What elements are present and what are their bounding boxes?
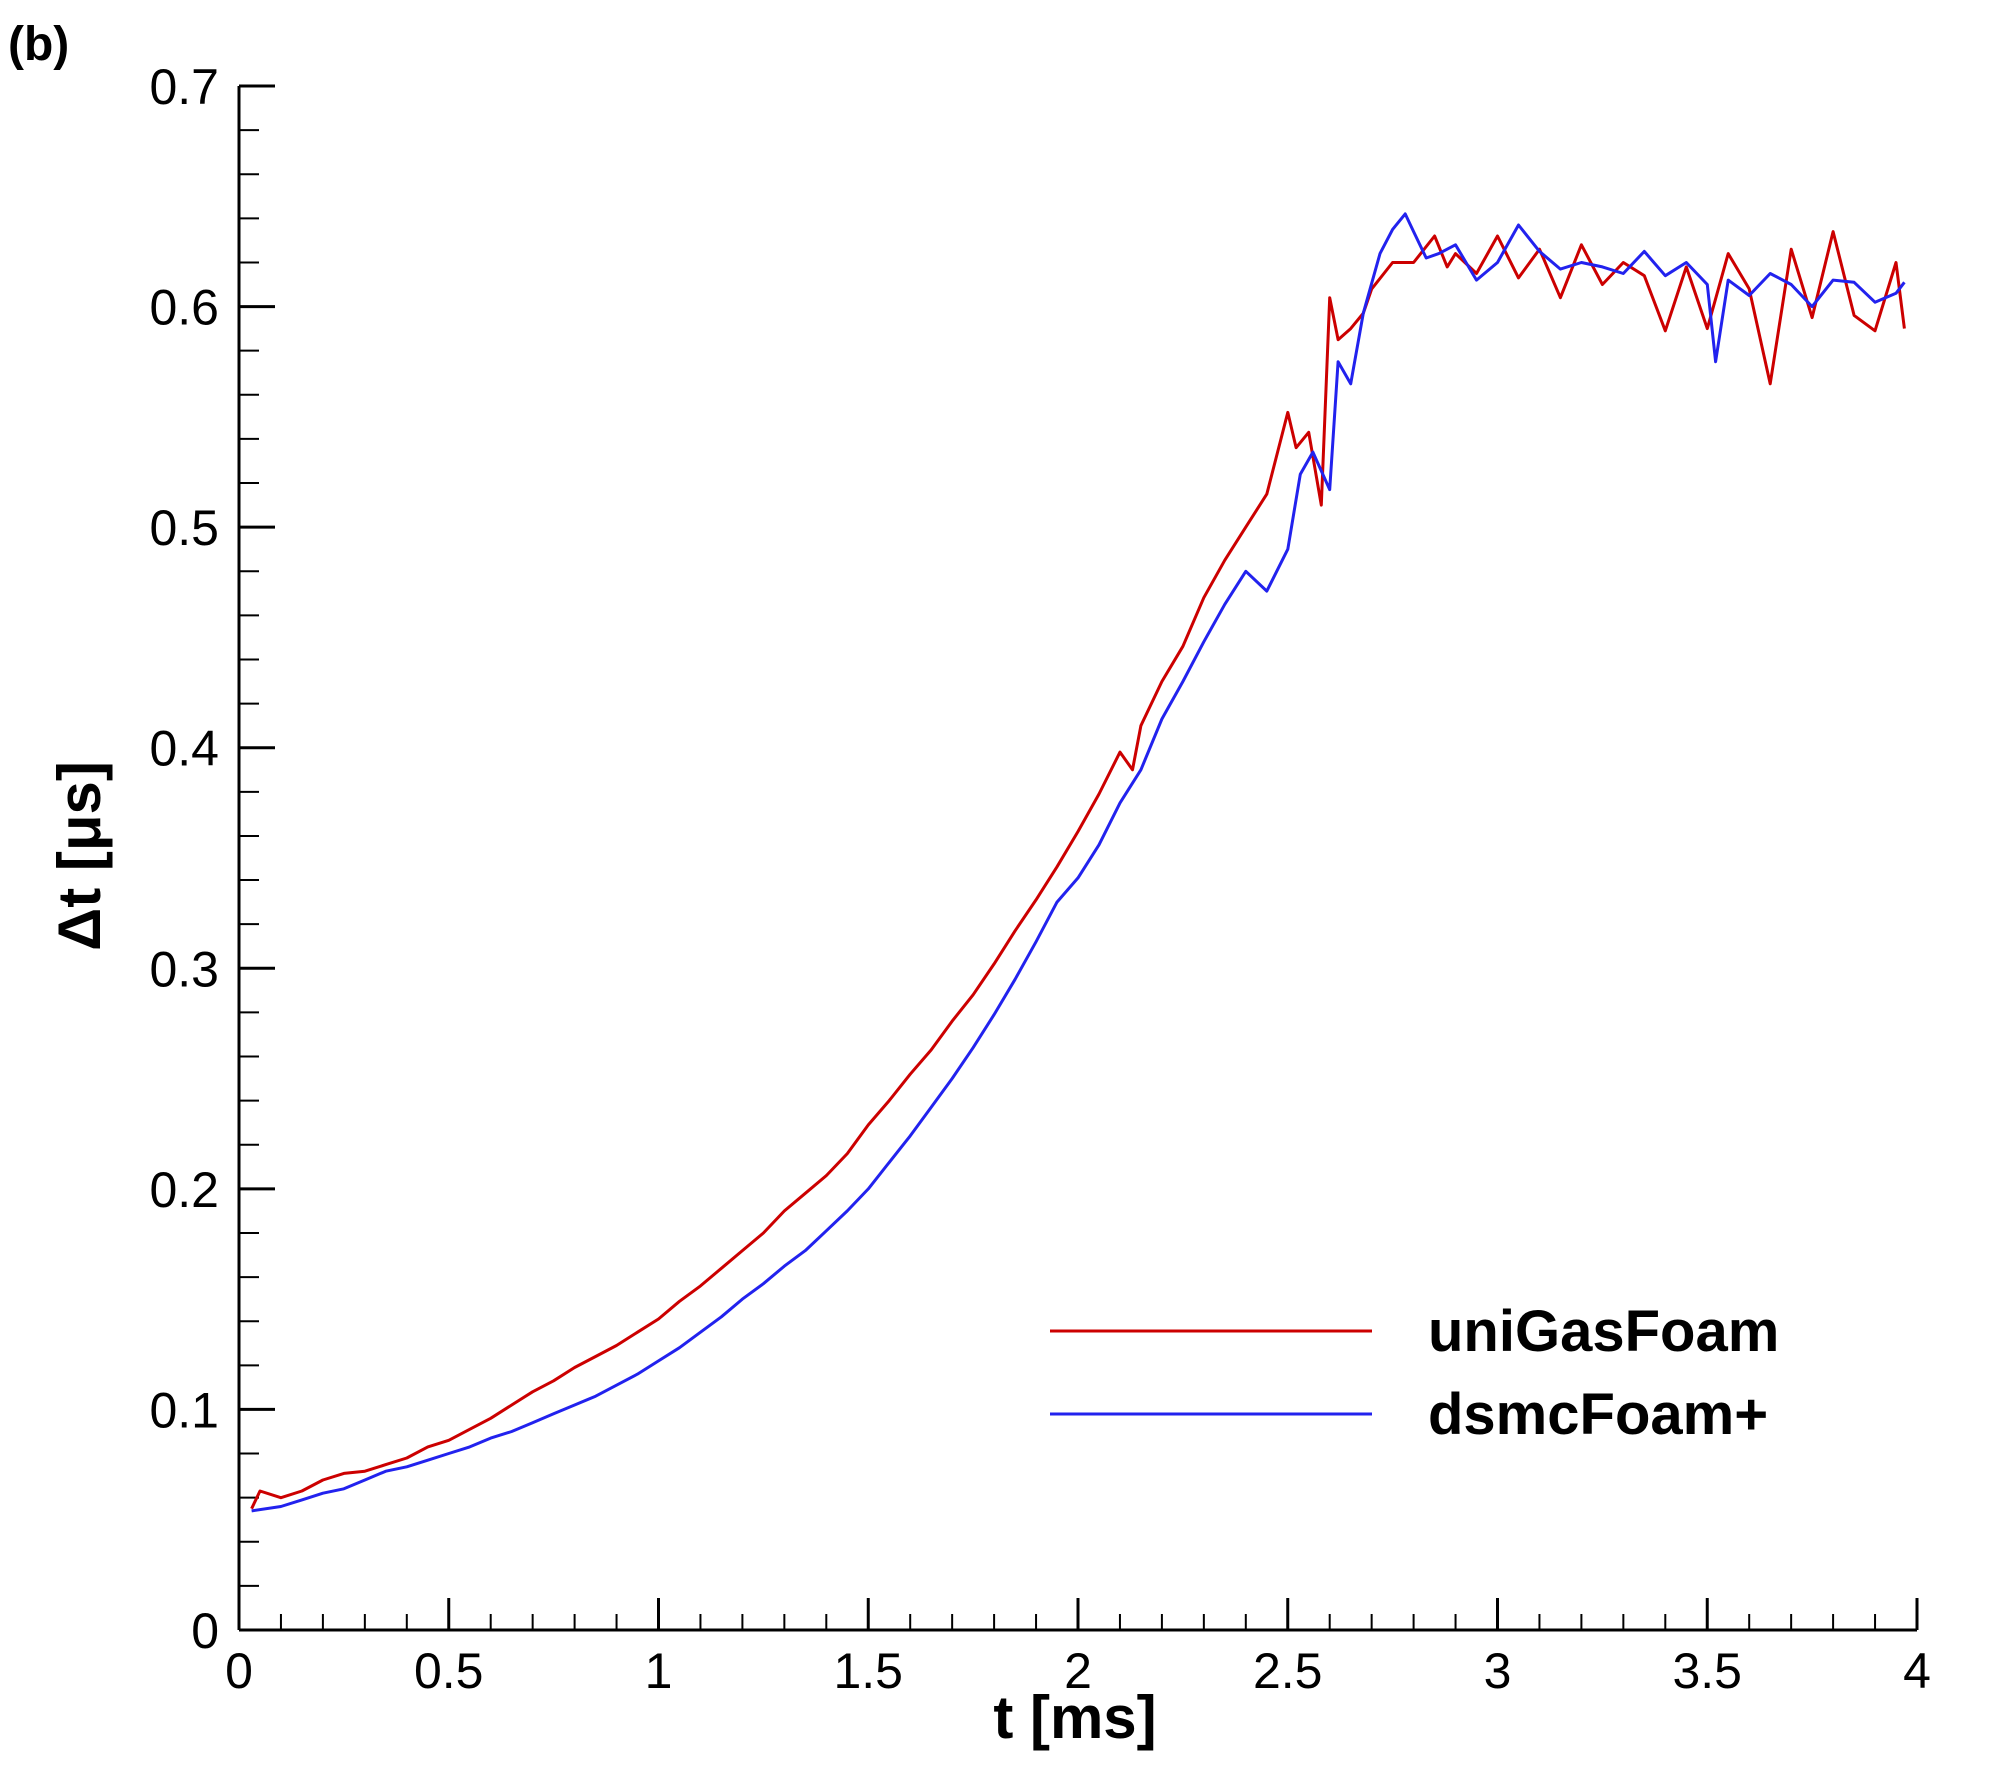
legend-label-1: uniGasFoam (1428, 1299, 1779, 1364)
x-tick-label: 4 (1903, 1643, 1931, 1699)
legend: uniGasFoam dsmcFoam+ (1050, 1299, 1779, 1447)
series-group (250, 212, 1906, 1513)
x-tick-label: 1 (645, 1643, 673, 1699)
y-tick-label: 0.4 (149, 721, 219, 777)
x-tick-label: 3 (1484, 1643, 1512, 1699)
y-tick-label: 0.3 (149, 941, 219, 997)
legend-label-2: dsmcFoam+ (1428, 1382, 1768, 1447)
x-tick-label: 0.5 (414, 1643, 484, 1699)
y-tick-label: 0.6 (149, 280, 219, 336)
panel-label: (b) (8, 18, 69, 71)
tick-labels: 0 0.5 1 1.5 2 2.5 3 3.5 4 0 0.1 0.2 0.3 0.4 0.5 0.6 0.7 (149, 59, 1930, 1699)
x-tick-label: 0 (225, 1643, 253, 1699)
x-tick-label: 1.5 (833, 1643, 903, 1699)
x-tick-label: 2 (1064, 1643, 1092, 1699)
y-tick-label: 0.5 (149, 500, 219, 556)
y-tick-label: 0.2 (149, 1162, 219, 1218)
series-line-2 (251, 212, 1906, 1513)
y-axis-title: Δt [μs] (46, 761, 113, 951)
x-tick-label: 2.5 (1253, 1643, 1323, 1699)
x-axis-title: t [ms] (993, 1684, 1156, 1751)
ticks (237, 84, 1919, 1632)
y-tick-label: 0.1 (149, 1382, 219, 1438)
y-tick-label: 0 (191, 1603, 219, 1659)
y-tick-label: 0.7 (149, 59, 219, 115)
x-tick-label: 3.5 (1672, 1643, 1742, 1699)
